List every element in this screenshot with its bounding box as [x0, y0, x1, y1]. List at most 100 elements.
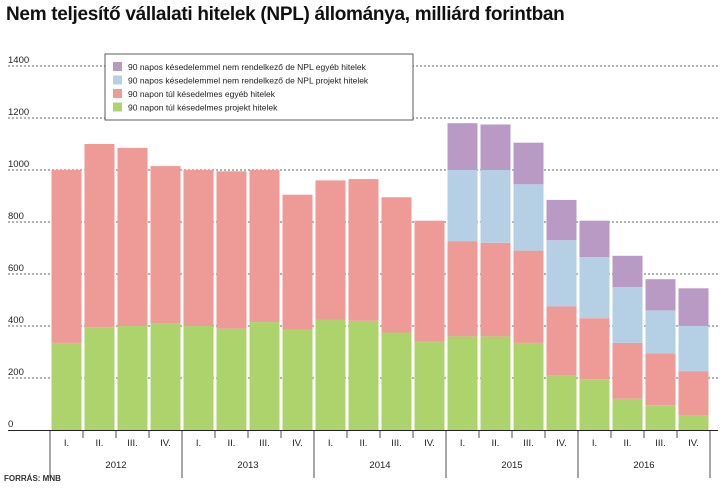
- y-tick-label: 800: [8, 211, 24, 222]
- x-tick-label: III.: [259, 438, 270, 449]
- x-tick-label: II.: [228, 438, 236, 449]
- bar-segment: [645, 353, 676, 406]
- bar-segment: [678, 415, 709, 430]
- x-tick-label: IV.: [292, 438, 303, 449]
- x-tick-label: II.: [96, 438, 104, 449]
- bar-segment: [315, 180, 346, 320]
- legend: 90 napos késedelemmel nem rendelkező de …: [104, 53, 414, 121]
- bar-segment: [249, 170, 280, 323]
- bar-segment: [480, 242, 511, 337]
- year-labels: 2012 2013 2014 2015 2016: [105, 460, 654, 471]
- y-tick-label: 1400: [8, 55, 29, 66]
- x-tick-label: I.: [64, 438, 69, 449]
- x-tick-label: III.: [655, 438, 666, 449]
- bar-segment: [546, 240, 577, 307]
- bar-segment: [513, 250, 544, 343]
- bar-segment: [249, 322, 280, 430]
- y-tick-label: 1000: [8, 159, 29, 170]
- bar-segment: [612, 398, 643, 430]
- bar-segment: [678, 371, 709, 416]
- bar-segment: [612, 342, 643, 399]
- legend-entry: 90 napos késedelemmel nem rendelkező de …: [128, 76, 369, 86]
- legend-swatch: [113, 89, 122, 98]
- bar-segment: [447, 336, 478, 430]
- legend-entry: 90 napos késedelemmel nem rendelkező de …: [128, 62, 367, 72]
- x-tick-label: I.: [592, 438, 597, 449]
- bar-segment: [447, 123, 478, 170]
- x-tick-label: III.: [523, 438, 534, 449]
- bar-segment: [480, 336, 511, 430]
- y-axis-ticks: 0 200 400 600 800 1000 1200 1400: [8, 55, 29, 430]
- bar-segment: [546, 375, 577, 430]
- y-tick-label: 600: [8, 263, 24, 274]
- bar-segment: [480, 124, 511, 170]
- bar-segment: [117, 326, 148, 430]
- bar-segment: [513, 342, 544, 430]
- year-label: 2013: [237, 460, 258, 471]
- bar-segment: [51, 170, 82, 343]
- bar-segment: [447, 241, 478, 337]
- bar-segment: [513, 142, 544, 185]
- bar-segment: [546, 199, 577, 241]
- bar-segment: [414, 220, 445, 342]
- x-tick-label: IV.: [688, 438, 699, 449]
- bar-segment: [645, 405, 676, 430]
- bar-segment: [381, 332, 412, 430]
- bar-segment: [579, 220, 610, 258]
- bar-segment: [414, 341, 445, 430]
- bar-segment: [150, 166, 181, 324]
- bar-segment: [150, 323, 181, 430]
- x-tick-label: I.: [196, 438, 201, 449]
- bar-segment: [612, 255, 643, 287]
- bar-segment: [183, 170, 214, 326]
- bar-segment: [282, 194, 313, 330]
- x-axis-ticks: I. II. III. IV. I. II. III. IV. I. II. III. IV. I. II…: [8, 430, 718, 478]
- x-tick-label: IV.: [556, 438, 567, 449]
- bar-segment: [645, 310, 676, 354]
- bar-segment: [579, 257, 610, 319]
- bar-segment: [381, 197, 412, 333]
- bar-segment: [645, 279, 676, 311]
- bar-segment: [51, 342, 82, 430]
- bars: [51, 123, 709, 430]
- x-tick-label: IV.: [160, 438, 171, 449]
- bar-segment: [579, 318, 610, 380]
- bar-segment: [348, 179, 379, 321]
- y-tick-label: 1200: [8, 107, 29, 118]
- bar-segment: [678, 326, 709, 372]
- bar-segment: [117, 147, 148, 326]
- legend-swatch: [113, 102, 122, 112]
- x-tick-label: II.: [624, 438, 632, 449]
- x-tick-label: IV.: [424, 438, 435, 449]
- bar-segment: [348, 320, 379, 430]
- legend-swatch: [113, 75, 122, 85]
- x-tick-label: II.: [360, 438, 368, 449]
- bar-segment: [612, 287, 643, 343]
- bar-segment: [546, 306, 577, 376]
- bar-segment: [480, 170, 511, 243]
- year-label: 2012: [105, 460, 126, 471]
- bar-segment: [183, 326, 214, 430]
- bar-segment: [579, 379, 610, 430]
- year-label: 2015: [501, 460, 522, 471]
- y-tick-label: 200: [8, 367, 24, 378]
- bar-segment: [678, 288, 709, 326]
- year-label: 2016: [633, 460, 654, 471]
- bar-segment: [447, 170, 478, 242]
- legend-entry: 90 napon túl késedelmes projekt hitelek: [128, 103, 278, 113]
- year-label: 2014: [369, 460, 390, 471]
- bar-segment: [216, 171, 247, 329]
- bar-segment: [513, 184, 544, 251]
- x-tick-label: II.: [492, 438, 500, 449]
- x-tick-label: III.: [391, 438, 402, 449]
- bar-segment: [216, 328, 247, 430]
- x-tick-label: III.: [127, 438, 138, 449]
- x-tick-label: I.: [328, 438, 333, 449]
- y-tick-label: 0: [8, 419, 13, 430]
- legend-entry: 90 napon túl késedelmes egyéb hitelek: [128, 89, 276, 99]
- source-note: FORRÁS: MNB: [4, 474, 61, 483]
- chart-title: Nem teljesítő vállalati hitelek (NPL) ál…: [6, 4, 565, 25]
- y-tick-label: 400: [8, 315, 24, 326]
- bar-segment: [315, 319, 346, 430]
